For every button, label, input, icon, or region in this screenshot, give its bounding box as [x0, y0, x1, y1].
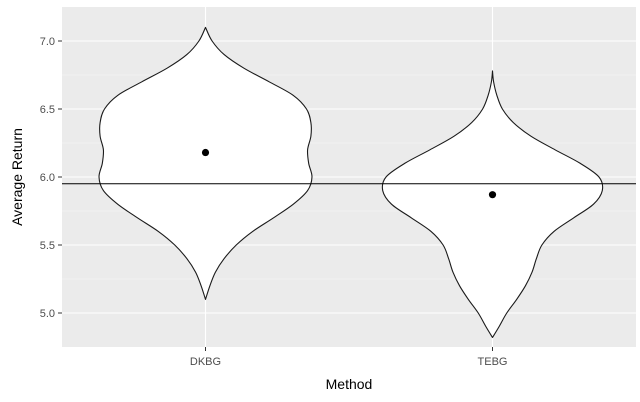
y-axis-ticks: 5.0 5.5 6.0 6.5 7.0: [40, 36, 62, 320]
x-tick-label: TEBG: [478, 356, 508, 368]
mean-points: [201, 148, 497, 199]
y-tick-label: 5.0: [40, 308, 55, 320]
x-axis-title: Method: [326, 376, 373, 392]
y-tick-label: 6.5: [40, 104, 55, 116]
x-axis-ticks: DKBG TEBG: [190, 347, 508, 368]
violin-dkbg: [98, 26, 313, 300]
y-tick-label: 7.0: [40, 36, 55, 48]
x-tick-label: DKBG: [190, 356, 221, 368]
violin-tebg: [381, 70, 604, 339]
y-tick-label: 5.5: [40, 240, 55, 252]
mean-point-tebg: [488, 191, 497, 199]
y-axis-title: Average Return: [9, 128, 25, 226]
mean-point-dkbg: [201, 148, 210, 157]
y-tick-label: 6.0: [40, 172, 55, 184]
violins: [98, 26, 604, 339]
